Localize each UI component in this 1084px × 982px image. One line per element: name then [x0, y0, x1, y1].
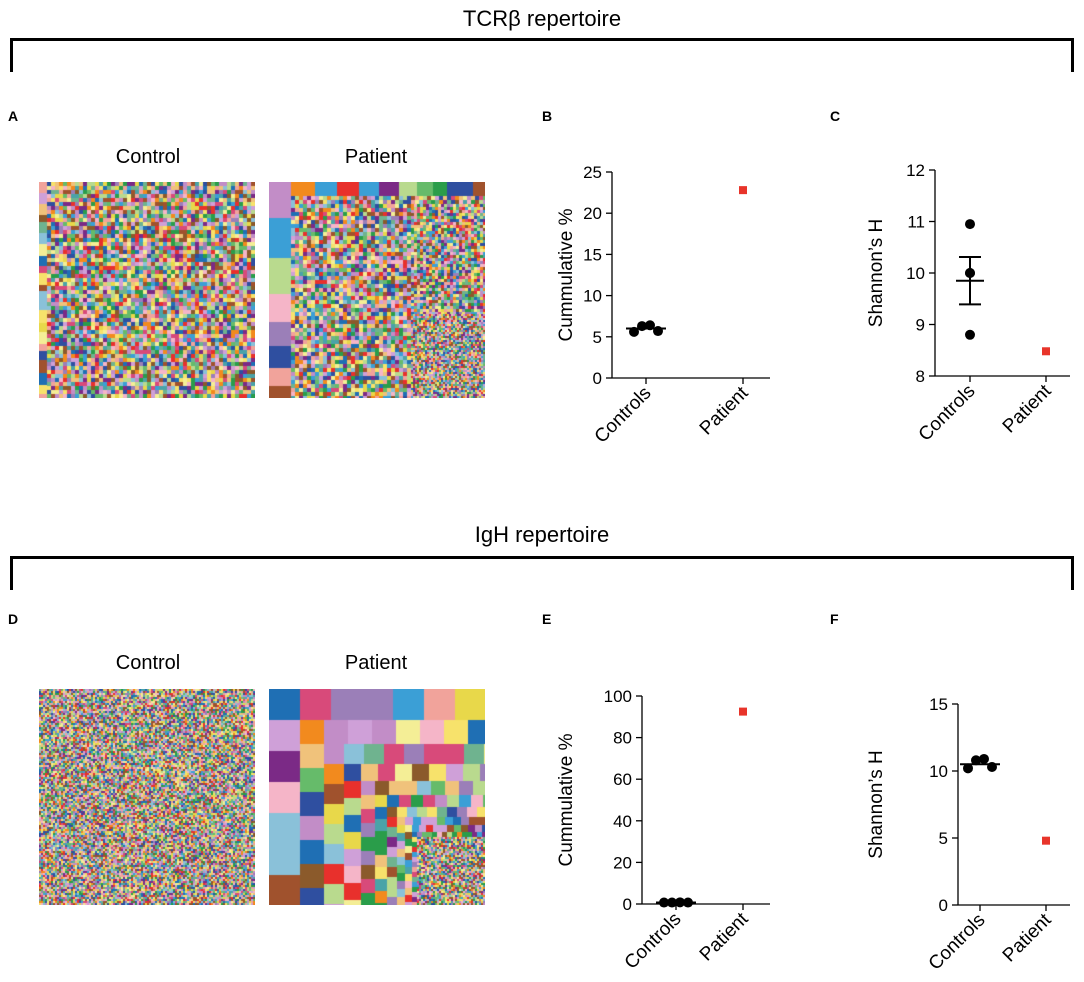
- tcr-control-label: Control: [115, 146, 181, 168]
- y-tick-label-b: 15: [583, 245, 602, 264]
- panel-letter-a: A: [8, 108, 19, 124]
- control-point-f: [979, 753, 989, 764]
- control-point-f: [963, 763, 973, 774]
- tcr-control-treemap: [39, 182, 255, 398]
- y-tick-label-c: 9: [916, 316, 925, 335]
- plot-c: 8 9 10 11 12 Controls Patient Shannon’s H: [866, 161, 1070, 446]
- igh-control-label: Control: [115, 652, 181, 674]
- tcr-patient-treemap: [269, 182, 485, 398]
- igh-patient-label: Patient: [344, 652, 408, 674]
- y-tick-label-b: 25: [583, 163, 602, 182]
- y-axis-label-e: Cummulative %: [556, 733, 577, 866]
- control-point-c: [965, 219, 975, 230]
- patient-point-b: [739, 186, 747, 195]
- y-tick-label-e: 100: [604, 687, 632, 706]
- y-tick-label-b: 0: [593, 369, 602, 388]
- y-tick-label-b: 20: [583, 204, 602, 223]
- x-tick-label-c: Controls: [915, 381, 980, 446]
- y-tick-label-e: 0: [623, 895, 632, 914]
- x-tick-label-f: Patient: [999, 909, 1056, 966]
- panel-letter-b: B: [542, 108, 553, 124]
- igh-section-bracket: [10, 556, 1074, 590]
- panel-letter-e: E: [542, 611, 552, 627]
- y-tick-label-c: 12: [906, 161, 925, 180]
- x-tick-label-b: Patient: [696, 382, 753, 439]
- y-tick-label-e: 20: [613, 853, 632, 872]
- x-tick-label-b: Controls: [591, 383, 656, 448]
- y-tick-label-c: 10: [906, 264, 925, 283]
- control-point-f: [971, 755, 981, 766]
- patient-point-c: [1042, 347, 1050, 356]
- y-tick-label-e: 60: [613, 770, 632, 789]
- control-point-c: [965, 329, 975, 340]
- patient-point-f: [1042, 836, 1050, 845]
- x-tick-label-e: Controls: [621, 909, 686, 974]
- y-tick-label-f: 10: [929, 762, 948, 781]
- y-tick-label-f: 15: [929, 695, 948, 714]
- y-tick-label-b: 10: [583, 287, 602, 306]
- plot-b: 0 5 10 15 20 25 Controls Patient Cummulative %: [556, 163, 770, 448]
- y-tick-label-c: 8: [916, 367, 925, 386]
- panel-letter-d: D: [8, 611, 19, 627]
- y-tick-label-e: 80: [613, 729, 632, 748]
- x-tick-label-c: Patient: [999, 380, 1056, 437]
- y-tick-label-e: 40: [613, 812, 632, 831]
- y-tick-label-f: 5: [939, 829, 948, 848]
- igh-patient-treemap: [269, 689, 485, 905]
- y-tick-label-f: 0: [939, 896, 948, 915]
- patient-point-e: [739, 707, 747, 716]
- plot-f: 0 5 10 15 Controls Patient Shannon’s H: [866, 695, 1070, 975]
- x-tick-label-f: Controls: [925, 910, 990, 975]
- tcr-section-bracket: [10, 38, 1074, 72]
- control-point-b: [653, 326, 663, 337]
- y-tick-label-c: 11: [907, 213, 925, 232]
- y-tick-label-b: 5: [593, 328, 602, 347]
- tcr-patient-label: Patient: [344, 146, 408, 168]
- plot-e: 0 20 40 60 80 100 Controls Patient Cummulative %: [556, 687, 770, 974]
- y-axis-label-b: Cummulative %: [556, 208, 577, 341]
- y-axis-label-c: Shannon’s H: [866, 219, 887, 327]
- x-tick-label-e: Patient: [696, 908, 753, 965]
- panel-letter-f: F: [830, 611, 839, 627]
- tcr-section-title: TCRβ repertoire: [462, 6, 622, 31]
- panel-letter-c: C: [830, 108, 841, 124]
- igh-control-treemap: [39, 689, 255, 905]
- igh-section-title: IgH repertoire: [474, 522, 610, 547]
- y-axis-label-f: Shannon’s H: [866, 750, 887, 858]
